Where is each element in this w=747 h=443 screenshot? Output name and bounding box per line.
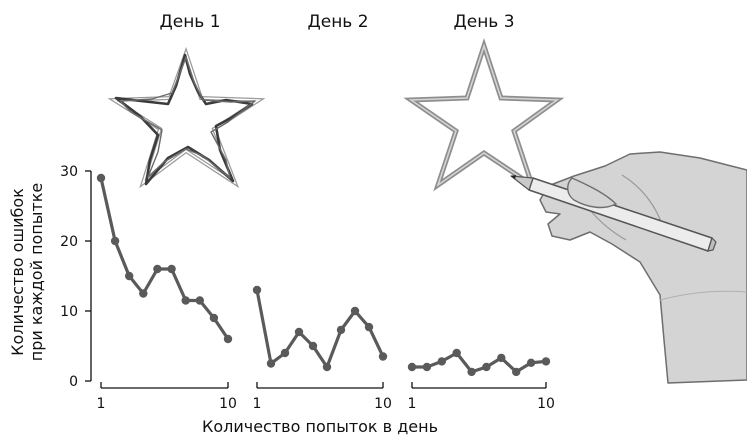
data-point-day-3-attempt-7 — [497, 353, 506, 363]
data-point-day-2-attempt-4 — [294, 327, 304, 337]
data-point-day-1-attempt-7 — [181, 296, 190, 305]
y-tick-label-30: 30 — [60, 164, 78, 180]
series-line-day-3 — [410, 351, 548, 374]
x-tick-label-day-2-start: 1 — [253, 396, 262, 412]
series-line-day-1 — [99, 176, 230, 341]
data-point-day-1-attempt-9 — [209, 313, 219, 323]
data-point-day-2-attempt-10 — [378, 352, 388, 361]
hand-with-pencil — [510, 151, 747, 384]
series-day-2 — [252, 285, 388, 372]
data-point-day-2-attempt-9 — [364, 322, 374, 332]
data-point-day-2-attempt-5 — [308, 341, 318, 351]
data-point-day-1-attempt-5 — [153, 264, 162, 274]
data-point-day-3-attempt-4 — [452, 348, 461, 358]
data-point-day-3-attempt-1 — [407, 362, 417, 372]
x-tick-label-day-2-end: 10 — [374, 396, 392, 412]
data-point-day-1-attempt-2 — [110, 236, 120, 246]
x-axis-title: Количество попыток в день — [202, 417, 438, 436]
data-point-day-1-attempt-4 — [139, 289, 148, 298]
data-point-day-2-attempt-8 — [350, 306, 360, 316]
series-day-3 — [407, 348, 551, 377]
data-point-day-3-attempt-2 — [422, 362, 432, 372]
data-point-day-3-attempt-10 — [541, 357, 551, 366]
panel-title-day-3: День 3 — [453, 12, 514, 32]
data-point-day-1-attempt-10 — [223, 334, 233, 344]
data-point-day-2-attempt-3 — [280, 348, 290, 358]
data-point-day-2-attempt-1 — [252, 285, 262, 295]
y-axis-title-line-2: при каждой попытке — [27, 183, 46, 362]
data-point-day-3-attempt-9 — [526, 358, 536, 367]
x-axis-day-3 — [411, 382, 547, 389]
x-tick-label-day-3-start: 1 — [408, 396, 417, 412]
y-axis-title-line-1: Количество ошибок — [8, 188, 27, 356]
series-day-1 — [96, 173, 233, 344]
x-axis-day-1 — [100, 382, 229, 389]
data-point-day-1-attempt-8 — [195, 296, 204, 305]
data-point-day-1-attempt-3 — [125, 271, 134, 281]
data-point-day-1-attempt-6 — [167, 264, 176, 274]
x-tick-label-day-1-start: 1 — [97, 396, 106, 412]
x-axis-day-2 — [256, 382, 384, 389]
star-drawing-day-1 — [107, 46, 266, 189]
y-tick-label-0: 0 — [69, 374, 78, 390]
y-tick-label-20: 20 — [60, 234, 78, 250]
data-point-day-1-attempt-1 — [96, 173, 106, 183]
star-drawing-day-3 — [403, 37, 565, 192]
series-line-day-2 — [255, 288, 385, 369]
data-point-day-3-attempt-5 — [467, 367, 476, 377]
x-tick-label-day-1-end: 10 — [219, 396, 237, 412]
data-point-day-3-attempt-8 — [512, 367, 521, 377]
data-point-day-2-attempt-7 — [336, 325, 346, 335]
data-point-day-3-attempt-3 — [437, 357, 446, 366]
data-point-day-2-attempt-2 — [266, 359, 276, 368]
data-point-day-3-attempt-6 — [482, 362, 491, 372]
panel-title-day-1: День 1 — [159, 12, 220, 32]
data-point-day-2-attempt-6 — [322, 362, 332, 372]
x-tick-label-day-3-end: 10 — [537, 396, 555, 412]
panel-title-day-2: День 2 — [307, 12, 368, 32]
y-tick-label-10: 10 — [60, 304, 78, 320]
